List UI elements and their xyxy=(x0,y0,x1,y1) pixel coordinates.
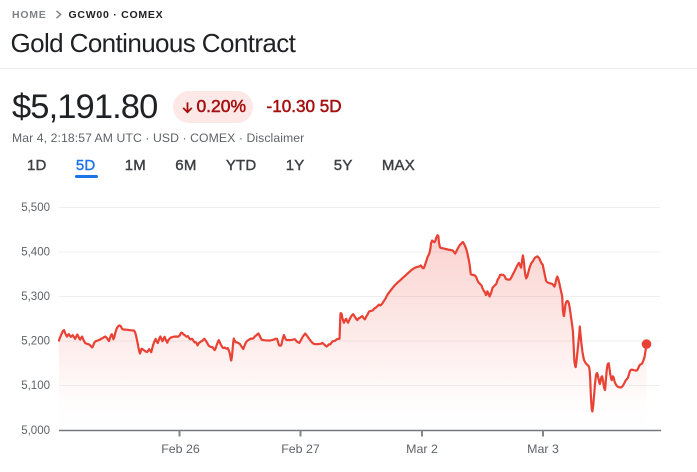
svg-text:Mar 3: Mar 3 xyxy=(527,442,559,456)
svg-text:5,300: 5,300 xyxy=(21,291,50,303)
svg-text:Feb 27: Feb 27 xyxy=(281,442,320,456)
svg-text:5,100: 5,100 xyxy=(21,380,50,392)
svg-text:5,500: 5,500 xyxy=(21,202,50,214)
svg-text:5,200: 5,200 xyxy=(21,336,50,348)
svg-text:Feb 26: Feb 26 xyxy=(161,442,200,456)
svg-text:5,000: 5,000 xyxy=(21,425,50,437)
svg-text:Mar 2: Mar 2 xyxy=(406,442,438,456)
svg-text:5,400: 5,400 xyxy=(21,247,50,259)
